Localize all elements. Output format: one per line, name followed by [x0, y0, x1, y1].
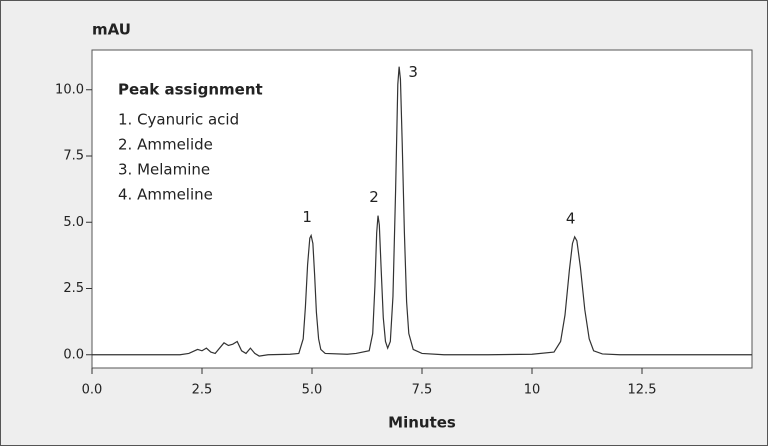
y-tick-label: 7.5	[63, 149, 84, 164]
peak-label: 3	[408, 63, 418, 81]
y-tick-label: 10.0	[55, 82, 84, 97]
y-axis-label: mAU	[92, 21, 131, 39]
x-tick-label: 10	[524, 383, 541, 398]
legend-item: 4. Ammeline	[118, 186, 213, 204]
plot-area	[91, 49, 753, 369]
legend-item: 3. Melamine	[118, 161, 210, 179]
x-tick-label: 5.0	[302, 383, 323, 398]
peak-label: 2	[369, 188, 379, 206]
x-tick-label: 7.5	[412, 383, 433, 398]
peak-label: 1	[302, 208, 312, 226]
y-tick-label: 5.0	[63, 215, 84, 230]
legend-title: Peak assignment	[118, 81, 263, 99]
trace-line	[92, 66, 752, 357]
x-tick-label: 12.5	[628, 383, 657, 398]
y-tick-label: 0.0	[63, 347, 84, 362]
x-tick-label: 0.0	[82, 383, 103, 398]
peak-label: 4	[566, 209, 576, 227]
x-axis-label: Minutes	[388, 414, 456, 432]
legend-item: 2. Ammelide	[118, 136, 213, 154]
x-tick-label: 2.5	[192, 383, 213, 398]
legend-item: 1. Cyanuric acid	[118, 111, 239, 129]
y-tick-label: 2.5	[63, 281, 84, 296]
